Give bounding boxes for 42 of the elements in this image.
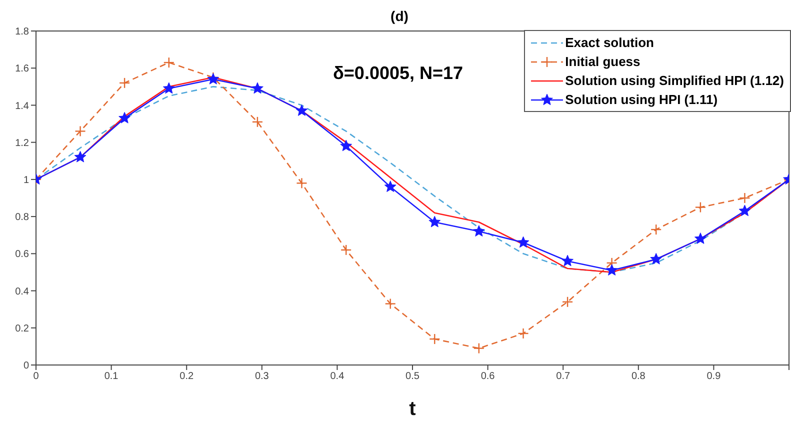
- point: [562, 254, 574, 266]
- y-tick-label: 1.2: [15, 138, 30, 149]
- x-tick-label: 0.7: [556, 371, 570, 382]
- x-axis-title: t: [409, 398, 416, 420]
- y-tick-label: 0.6: [15, 249, 30, 260]
- y-tick-label: 1: [23, 174, 30, 186]
- legend-label: Solution using Simplified HPI (1.12): [565, 73, 784, 88]
- point: [738, 204, 751, 216]
- x-tick-label: 0.2: [180, 371, 194, 382]
- point: [650, 252, 662, 264]
- legend-label: Solution using HPI (1.11): [565, 92, 718, 107]
- y-tick-label: 1.4: [15, 100, 30, 112]
- x-tick-label: 0.3: [254, 371, 270, 382]
- point: [428, 216, 441, 228]
- x-tick-label: 0.8: [631, 371, 646, 382]
- legend-label: Exact solution: [565, 35, 654, 50]
- x-tick-label: 0.4: [330, 371, 345, 382]
- point: [606, 264, 618, 276]
- point: [517, 236, 530, 248]
- y-tick-label: 0.4: [15, 286, 30, 298]
- point: [252, 82, 264, 94]
- point: [340, 140, 352, 152]
- annotation: δ=0.0005, N=17: [333, 63, 464, 84]
- y-tick-label: 0.8: [15, 212, 30, 224]
- point: [694, 232, 706, 244]
- x-tick-label: 0: [33, 371, 40, 382]
- point: [162, 82, 175, 94]
- x-tick-label: 0.9: [706, 371, 722, 382]
- point: [384, 180, 396, 192]
- y-tick-label: 0: [23, 360, 30, 372]
- chart-title: (d): [390, 8, 410, 24]
- x-tick-label: 0.1: [104, 371, 119, 382]
- legend-label: Initial guess: [565, 54, 640, 69]
- point: [472, 225, 485, 237]
- point: [296, 104, 308, 116]
- x-tick-label: 0.5: [406, 371, 420, 382]
- point: [118, 112, 131, 124]
- y-tick-label: 0.2: [15, 323, 30, 334]
- point: [74, 150, 86, 162]
- y-tick-label: 1.8: [15, 26, 30, 38]
- x-tick-label: 0.6: [480, 371, 496, 382]
- y-tick-label: 1.6: [15, 64, 30, 75]
